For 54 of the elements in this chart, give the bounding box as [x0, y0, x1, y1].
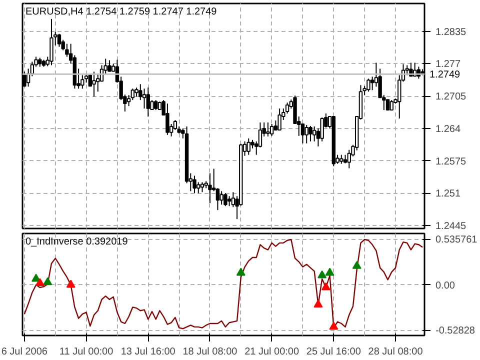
x-tick-label: 21 Jul 00:00 — [244, 346, 300, 358]
candlestick — [196, 182, 200, 194]
candlestick — [138, 84, 142, 101]
candlestick — [142, 88, 146, 110]
point — [66, 280, 76, 288]
candlestick — [50, 18, 54, 66]
point — [318, 270, 327, 278]
candlestick — [57, 33, 62, 48]
candlestick — [366, 78, 370, 92]
point — [314, 300, 323, 308]
y-tick-label: 1.2445 — [436, 221, 467, 232]
candlestick — [278, 108, 282, 131]
y-tick-label: 0.535761 — [436, 234, 478, 246]
candlestick — [308, 125, 312, 142]
point — [329, 322, 338, 330]
candlestick — [92, 71, 96, 98]
chart-title: EURUSD,H4 1.2754 1.2759 1.2747 1.2749 — [26, 6, 218, 18]
point — [352, 260, 362, 269]
y-tick-label: 1.2835 — [436, 26, 467, 38]
point — [35, 278, 44, 286]
candlestick — [246, 138, 250, 156]
candlestick — [192, 175, 196, 194]
x-tick-label: 28 Jul 08:00 — [368, 346, 424, 358]
y-tick-label: 1.277 — [436, 59, 461, 70]
y-tick-label: 1.2705 — [436, 92, 467, 103]
y-tick-label: 1.251 — [436, 188, 461, 200]
candlestick — [220, 190, 224, 206]
candlestick — [166, 103, 170, 136]
ref-line-label: 1.2749 — [430, 70, 461, 81]
x-tick-label: 13 Jul 16:00 — [120, 346, 176, 358]
candlestick — [304, 124, 308, 144]
candlestick — [154, 100, 158, 111]
point — [236, 268, 246, 276]
x-tick-label: 11 Jul 00:00 — [59, 346, 114, 358]
y-tick-label: 1.264 — [436, 124, 461, 135]
candlestick — [270, 123, 274, 136]
point — [325, 268, 334, 276]
y-tick-label: 0.00 — [436, 280, 456, 292]
candlestick — [146, 87, 150, 117]
x-tick-label: 6 Jul 2006 — [1, 346, 48, 358]
x-tick-label: 25 Jul 16:00 — [306, 346, 362, 358]
candlestick — [370, 76, 374, 91]
y-tick-label: -0.52828 — [436, 326, 476, 337]
candlestick — [200, 182, 204, 193]
point — [321, 282, 330, 290]
point — [43, 277, 52, 286]
x-tick-label: 18 Jul 08:00 — [182, 346, 238, 358]
candlestick — [266, 122, 270, 137]
candlestick — [347, 149, 351, 169]
candlestick — [227, 196, 232, 207]
candlestick — [208, 172, 212, 204]
chart-title: 0_IndInverse 0.392019 — [26, 236, 128, 248]
y-tick-label: 1.2575 — [436, 156, 467, 168]
candlestick — [224, 192, 228, 207]
